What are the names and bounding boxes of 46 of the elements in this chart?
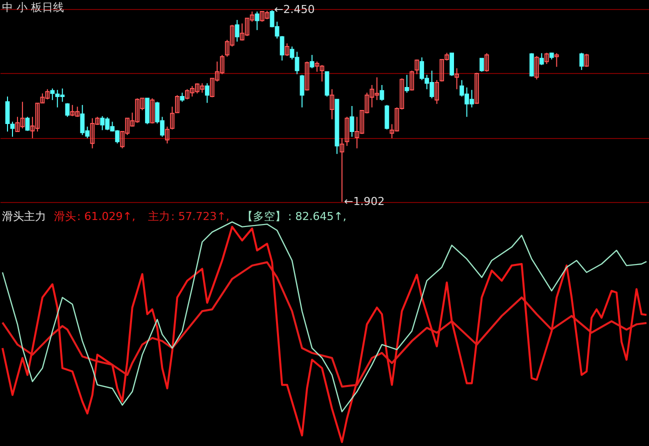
candlestick: [304, 61, 310, 92]
candlestick: [450, 52, 454, 76]
candlestick: [340, 138, 344, 202]
candlestick: [410, 70, 414, 92]
candlestick: [175, 94, 180, 114]
candlestick: [150, 98, 154, 124]
candlestick: [529, 52, 534, 78]
candlestick: [380, 84, 384, 102]
annotation: : 61.029↑,: [77, 210, 136, 223]
candlestick: [25, 116, 30, 132]
candlestick: [474, 72, 479, 104]
candlestick: [300, 74, 304, 108]
candlestick: [539, 52, 544, 66]
candlestick: [404, 74, 410, 94]
candlestick: [384, 104, 390, 130]
series-label: 【多空】: [242, 210, 286, 223]
candlestick: [579, 52, 584, 70]
candlestick: [324, 71, 330, 98]
candlestick: [284, 42, 290, 56]
candlestick: [170, 106, 174, 130]
candlestick: [434, 80, 440, 104]
candlestick: [554, 52, 559, 68]
candlestick: [234, 19, 240, 42]
chart-title: 滑头主力: [2, 210, 46, 223]
candlestick: [544, 52, 549, 65]
candlestick: [350, 106, 354, 138]
candlestick: [165, 126, 170, 144]
candlestick: [454, 68, 459, 90]
annotation: : 82.645↑,: [288, 210, 346, 223]
candlestick: [344, 116, 350, 146]
candlestick: [534, 55, 539, 80]
candlestick: [480, 58, 484, 72]
candlestick: [414, 58, 420, 75]
text: 主力: [148, 210, 170, 223]
candlestick: [204, 82, 210, 104]
candlestick: [254, 11, 260, 31]
candlestick: [584, 53, 589, 68]
candlestick: [310, 54, 314, 69]
annotation: ←1.902: [344, 194, 385, 208]
annotation: : 57.723↑,: [171, 210, 230, 223]
text: 滑头: [54, 210, 76, 223]
candlestick: [180, 92, 184, 102]
annotation: ←2.450: [274, 3, 315, 16]
candlestick: [65, 102, 70, 118]
candlestick: [330, 88, 334, 120]
candlestick: [484, 52, 489, 72]
